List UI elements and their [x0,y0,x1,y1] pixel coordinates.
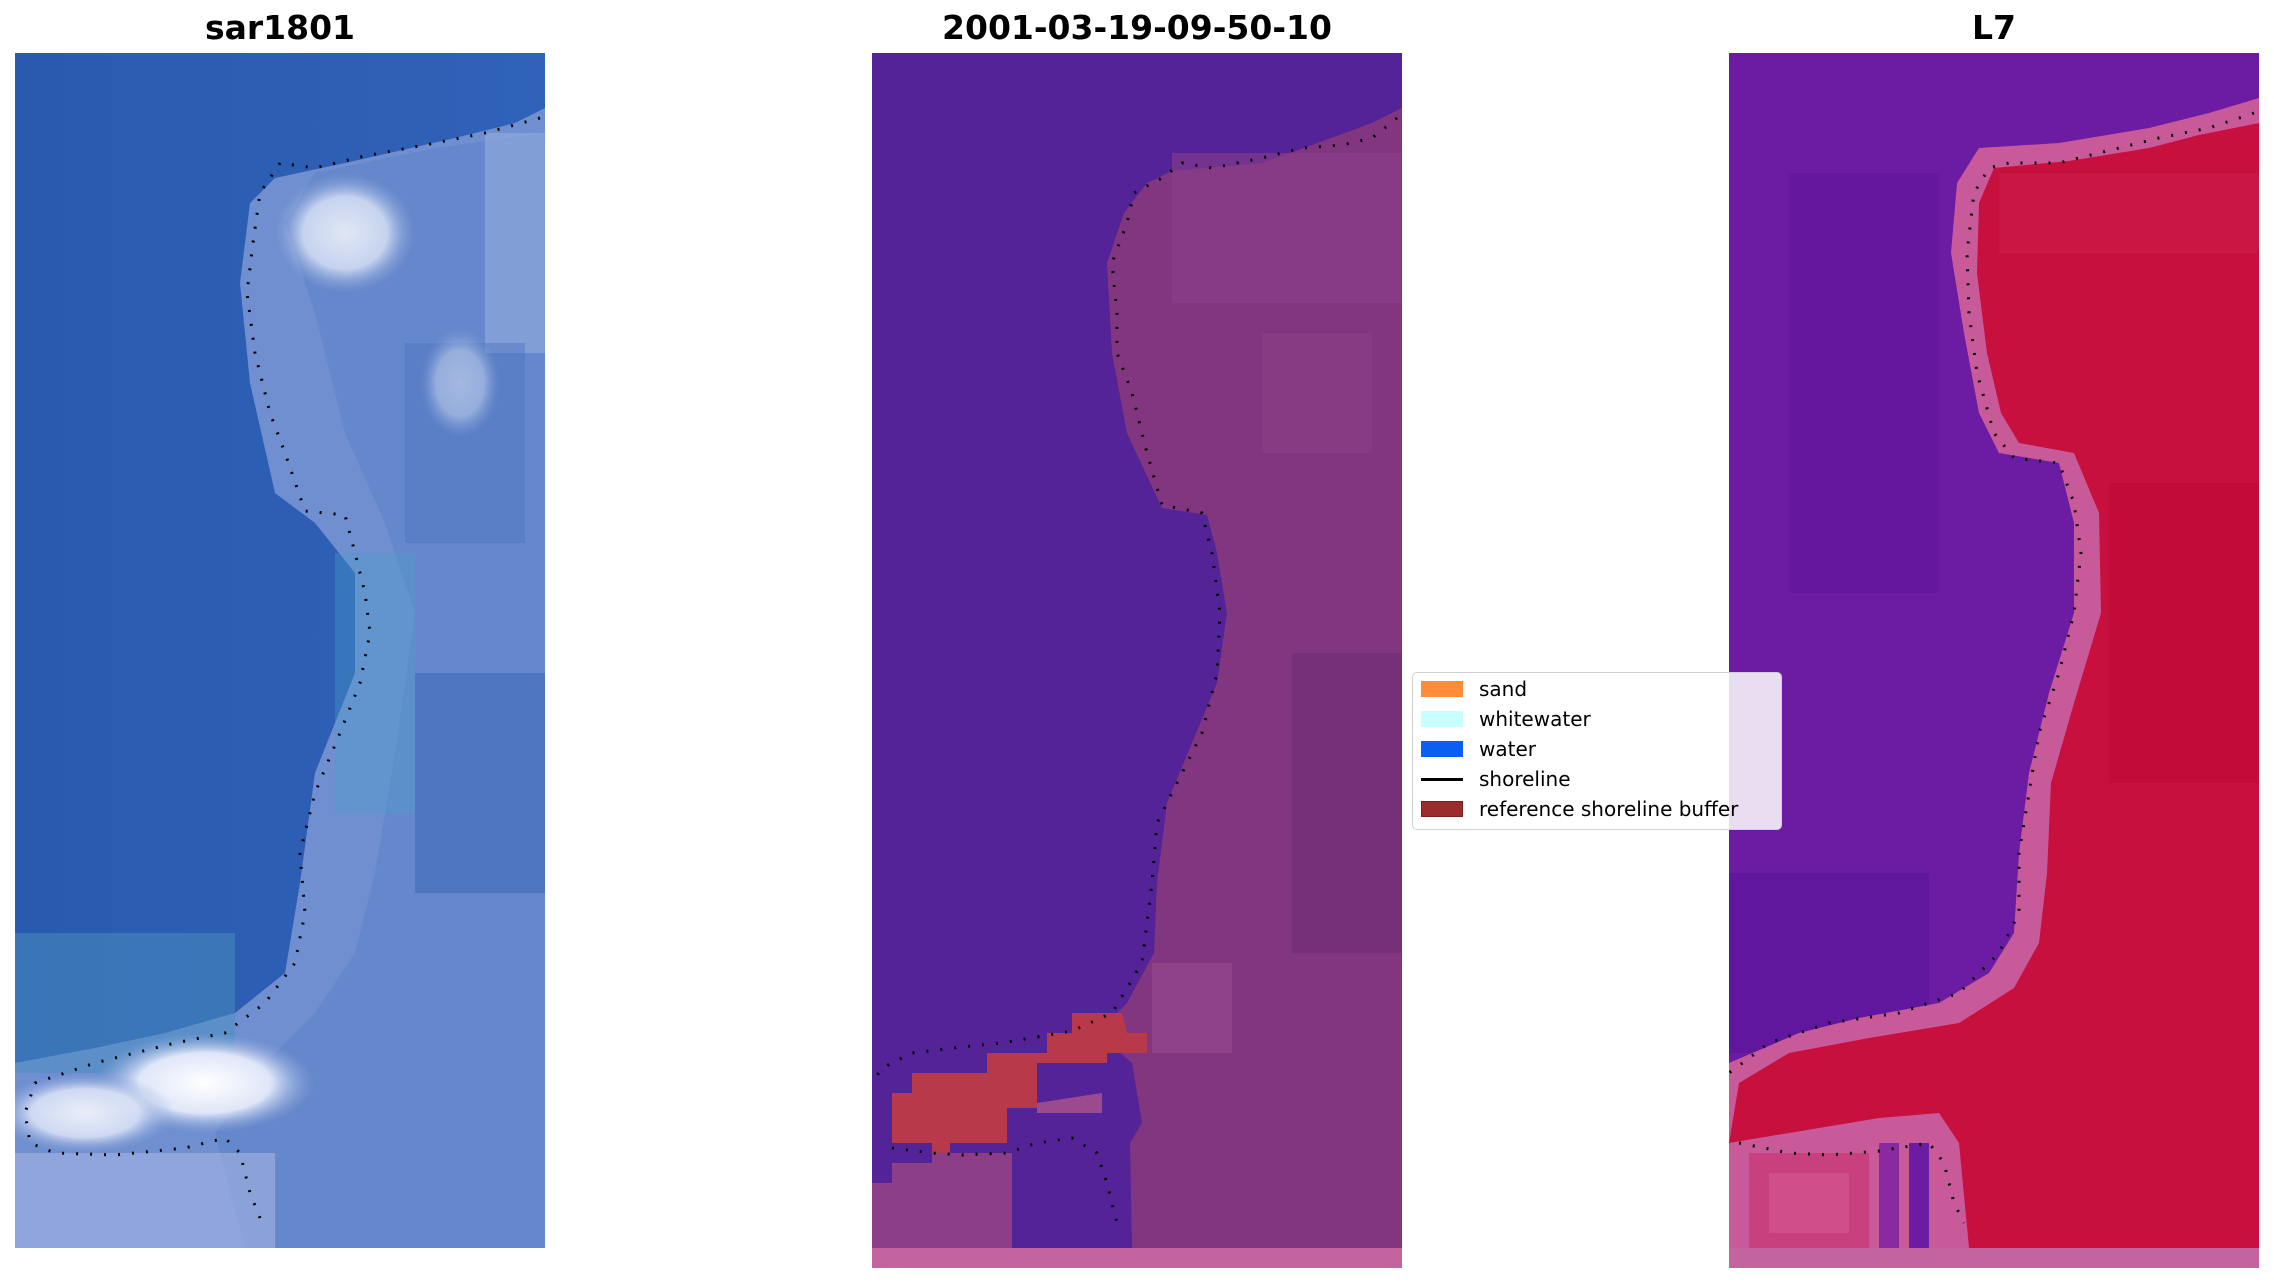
legend: sand whitewater water shoreline referenc… [1412,672,1782,830]
sand-swatch [1421,681,1463,697]
panel-title-index: L7 [1972,8,2016,47]
panel-title-classification: 2001-03-19-09-50-10 [942,8,1332,47]
panel-title-rgb: sar1801 [204,8,356,47]
index-image-panel [1729,53,2259,1268]
reference-shoreline-buffer [892,1013,1147,1143]
legend-label-water: water [1479,737,1536,761]
rgb-image [15,53,545,1248]
legend-item-sand: sand [1421,675,1527,703]
legend-label-sand: sand [1479,677,1528,701]
reference-buffer-swatch [1421,801,1463,817]
legend-item-reference-shoreline-buffer: reference shoreline buffer [1421,795,1738,823]
index-image [1729,53,2259,1268]
classification-image-panel [872,53,1402,1268]
shoreline-line-swatch [1421,777,1463,781]
classification-image [872,53,1402,1268]
water-swatch [1421,741,1463,757]
legend-label-reference-shoreline-buffer: reference shoreline buffer [1479,797,1739,821]
legend-item-shoreline: shoreline [1421,765,1571,793]
legend-item-water: water [1421,735,1536,763]
whitewater-swatch [1421,711,1463,727]
rgb-image-panel [15,53,545,1248]
legend-label-shoreline: shoreline [1479,767,1571,791]
legend-label-whitewater: whitewater [1479,707,1591,731]
legend-item-whitewater: whitewater [1421,705,1591,733]
